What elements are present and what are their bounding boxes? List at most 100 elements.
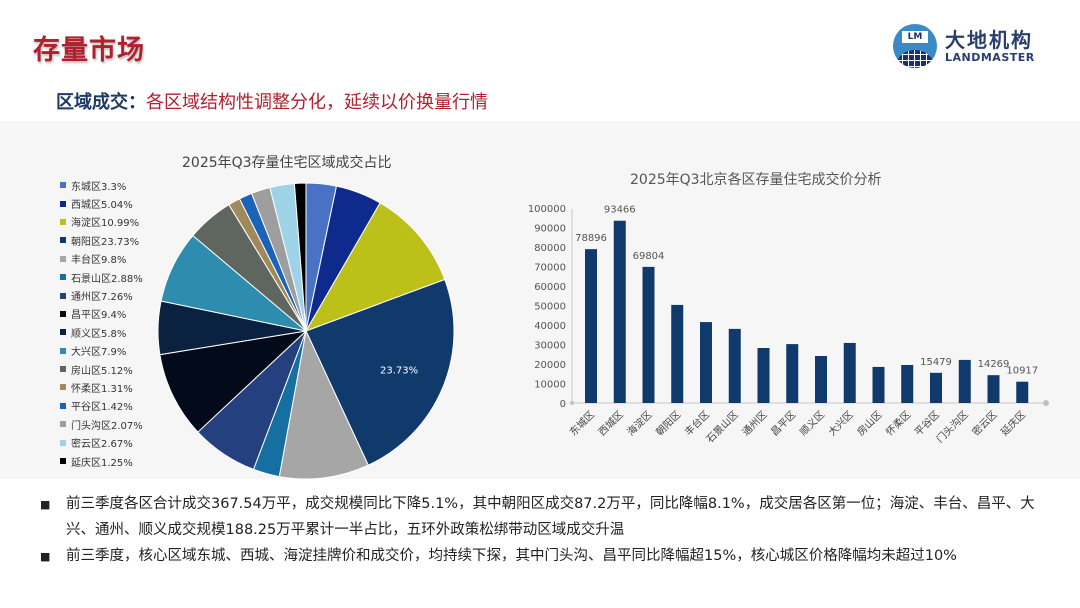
pie-slice [293, 182, 307, 332]
pie-slice [159, 330, 308, 433]
y-tick-label: 0 [560, 399, 566, 410]
bar [700, 322, 712, 403]
x-category-label: 昌平区 [769, 409, 799, 439]
bullet-square-icon: ■ [40, 498, 51, 511]
x-category-label: 密云区 [969, 408, 999, 438]
logo-name-cn: 大地机构 [945, 27, 1033, 52]
bar-chart: 0 10000 20000 30000 40000 50000 60000 70000 8000… [528, 204, 1049, 446]
pie-slice [304, 202, 446, 332]
y-tick-label: 100000 [528, 204, 566, 215]
legend-item: 丰台区9.8% [60, 250, 143, 268]
bar [901, 364, 914, 403]
x-category-label: 门头沟区 [933, 408, 970, 445]
legend-label: 平谷区1.42% [71, 402, 133, 414]
y-tick-label: 40000 [534, 321, 566, 332]
y-tick-label: 70000 [534, 263, 566, 274]
legend-label: 石景山区2.88% [71, 273, 143, 285]
legend-swatch-icon [60, 366, 66, 373]
bar [987, 375, 1000, 403]
bar-data-label: 14269 [978, 359, 1010, 370]
legend-label: 朝阳区23.73% [71, 236, 140, 248]
x-category-label: 大兴区 [825, 408, 855, 438]
globe-icon [897, 50, 933, 68]
legend-item: 大兴区7.9% [60, 342, 143, 360]
y-tick-label: 30000 [534, 341, 566, 352]
company-logo: LM 大地机构 LANDMASTER [893, 24, 1035, 68]
bullet-text: 前三季度，核心区域东城、西城、海淀挂牌价和成交价，均持续下探，其中门头沟、昌平同… [66, 548, 957, 564]
bar-data-label: 78896 [575, 233, 607, 244]
bullet-item: ■ 前三季度，核心区域东城、西城、海淀挂牌价和成交价，均持续下探，其中门头沟、昌… [40, 543, 1050, 570]
legend-item: 朝阳区23.73% [60, 231, 143, 249]
legend-label: 密云区2.67% [71, 439, 133, 451]
legend-swatch-icon [60, 182, 66, 189]
bar-data-label: 93466 [604, 205, 636, 216]
summary-bullets: ■ 前三季度各区合计成交367.54万平，成交规模同比下降5.1%，其中朝阳区成… [40, 491, 1050, 570]
x-category-label: 石景山区 [704, 409, 741, 446]
legend-label: 房山区5.12% [71, 365, 133, 377]
legend-swatch-icon [60, 384, 66, 391]
legend-label: 昌平区9.4% [71, 310, 127, 322]
legend-label: 门头沟区2.07% [71, 420, 143, 432]
y-tick-label: 80000 [534, 243, 566, 254]
legend-label: 海淀区10.99% [71, 218, 140, 230]
bar [872, 366, 885, 403]
bullet-item: ■ 前三季度各区合计成交367.54万平，成交规模同比下降5.1%，其中朝阳区成… [40, 491, 1050, 543]
pie-slice [305, 278, 455, 466]
pie-legend: 东城区3.3% 西城区5.04% 海淀区10.99% 朝阳区23.73% 丰台区9.8%… [60, 176, 143, 470]
bullet-square-icon: ■ [40, 550, 51, 563]
x-category-label: 延庆区 [998, 408, 1028, 438]
bar-data-label: 69804 [633, 251, 665, 262]
bar [757, 348, 770, 403]
bar [958, 359, 971, 403]
legend-item: 房山区5.12% [60, 360, 143, 378]
legend-item: 通州区7.26% [60, 286, 143, 304]
y-tick-label: 90000 [534, 224, 566, 235]
subtitle-lead: 区域成交： [56, 92, 146, 113]
bar [642, 266, 655, 403]
globe-logo-icon: LM [893, 24, 937, 68]
legend-item: 昌平区9.4% [60, 305, 143, 323]
y-tick-label: 20000 [534, 360, 566, 371]
bar [613, 220, 626, 403]
section-subtitle: 区域成交：各区域结构性调整分化，延续以价换量行情 [56, 88, 488, 114]
legend-label: 怀柔区1.31% [71, 383, 133, 395]
x-category-label: 海淀区 [624, 408, 654, 438]
legend-swatch-icon [60, 292, 66, 299]
legend-label: 丰台区9.8% [71, 255, 127, 267]
bar-chart-title: 2025年Q3北京各区存量住宅成交价分析 [630, 172, 882, 188]
legend-item: 密云区2.67% [60, 433, 143, 451]
bar [815, 356, 827, 403]
x-category-label: 西城区 [596, 409, 626, 439]
bar [671, 304, 684, 403]
legend-label: 顺义区5.8% [71, 328, 127, 340]
x-category-label: 顺义区 [797, 409, 827, 439]
legend-label: 通州区7.26% [71, 292, 133, 304]
legend-swatch-icon [60, 402, 66, 409]
legend-label: 大兴区7.9% [71, 347, 127, 359]
x-category-label: 怀柔区 [884, 409, 914, 439]
legend-item: 门头沟区2.07% [60, 415, 143, 433]
legend-swatch-icon [60, 458, 66, 465]
legend-item: 怀柔区1.31% [60, 378, 143, 396]
legend-swatch-icon [60, 310, 66, 317]
legend-swatch-icon [60, 274, 66, 281]
bar [585, 249, 597, 403]
bullet-text: 前三季度各区合计成交367.54万平，成交规模同比下降5.1%，其中朝阳区成交8… [66, 496, 1035, 538]
legend-item: 石景山区2.88% [60, 268, 143, 286]
legend-swatch-icon [60, 200, 66, 207]
x-category-label: 东城区 [567, 408, 597, 438]
bar [728, 328, 741, 403]
legend-swatch-icon [60, 237, 66, 244]
bar [1016, 381, 1029, 403]
bar [843, 342, 856, 403]
legend-label: 延庆区1.25% [71, 457, 133, 469]
bar [786, 344, 799, 403]
legend-swatch-icon [60, 255, 66, 262]
legend-label: 西城区5.04% [71, 200, 133, 212]
legend-item: 西城区5.04% [60, 194, 143, 212]
pie-data-label: 23.73% [380, 365, 418, 376]
y-tick-label: 10000 [534, 380, 566, 391]
legend-swatch-icon [60, 347, 66, 354]
pie-chart-title: 2025年Q3存量住宅区域成交占比 [182, 155, 392, 171]
